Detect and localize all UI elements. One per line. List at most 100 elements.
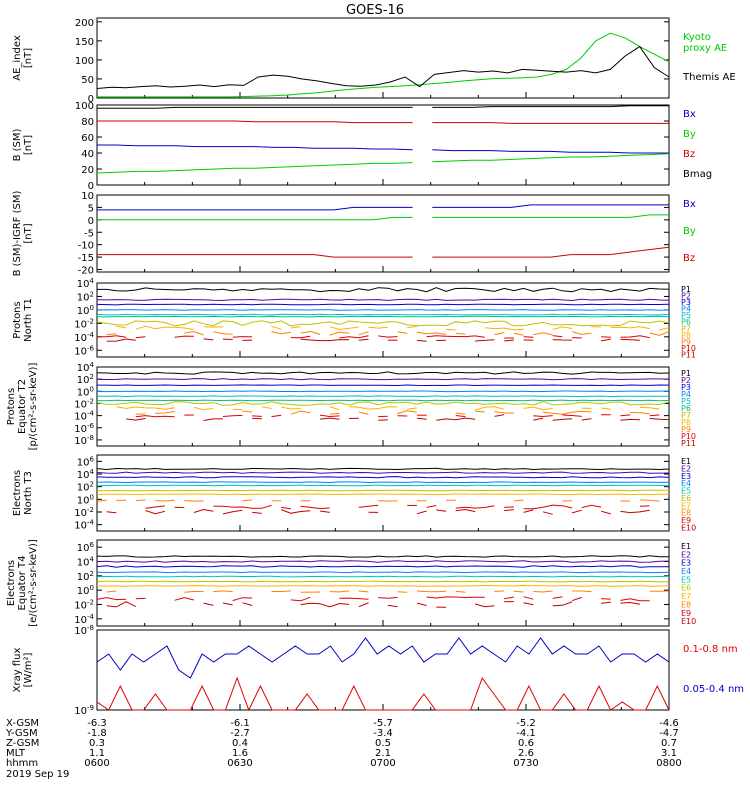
y-tick-label: 102 xyxy=(77,373,94,386)
legend-entry-e1: E1 xyxy=(681,457,691,466)
footer-value: 0700 xyxy=(370,758,395,769)
channel-line-p4 xyxy=(96,309,670,311)
footer-value: 0730 xyxy=(513,758,538,769)
legend-entry-e7: E7 xyxy=(681,501,691,510)
y-tick-label: 106 xyxy=(77,455,95,468)
footer-row-label: X-GSM xyxy=(6,718,39,729)
y-tick-label: 60 xyxy=(81,133,94,144)
footer-value: -4.6 xyxy=(659,718,679,729)
legend-entry-p8: P8 xyxy=(681,418,691,427)
y-tick-label: 100 xyxy=(77,584,94,597)
channel-line-e10 xyxy=(107,602,669,608)
channel-line-e2 xyxy=(96,560,670,563)
y-tick-label: 100 xyxy=(77,493,94,506)
channel-line-e1 xyxy=(96,467,670,471)
y-tick-label-exp: 4 xyxy=(90,556,95,564)
footer-value: -6.1 xyxy=(230,718,250,729)
footer-value: -5.2 xyxy=(516,718,536,729)
channel-line-p2 xyxy=(96,298,670,302)
y-tick-label: 10 xyxy=(81,191,94,202)
channel-line-p8 xyxy=(116,325,670,331)
y-tick-label-exp: -4 xyxy=(87,519,95,527)
legend-entry: By xyxy=(683,129,696,140)
y-tick-label-exp: -4 xyxy=(87,613,95,621)
series-line-0-05-0-4-nm xyxy=(96,637,670,679)
channel-line-e8 xyxy=(106,590,670,593)
legend-entry-line: Kyoto xyxy=(683,32,711,43)
y-axis-label-line: [p/(cm²-s-sr-keV)] xyxy=(28,363,39,451)
y-tick-label-exp: 4 xyxy=(90,277,95,285)
y-tick-label: 10-2 xyxy=(74,397,94,410)
y-axis-label: B (SM)-IGRF (SM)[nT] xyxy=(12,191,34,277)
legend-entry-p5: P5 xyxy=(681,397,691,406)
y-axis-label-line: North T3 xyxy=(23,471,34,515)
footer-value: -4.7 xyxy=(659,728,679,739)
channel-line-p3 xyxy=(96,303,670,306)
channel-line-e2 xyxy=(96,471,670,474)
legend-entry-line: 0.05-0.4 nm xyxy=(683,684,744,695)
y-tick-label: -5 xyxy=(84,228,94,239)
legend-entry-e8: E8 xyxy=(681,600,691,609)
y-axis-label-line: Equator T4 xyxy=(17,556,28,611)
channel-line-e8 xyxy=(97,500,669,501)
channel-line-e1 xyxy=(96,555,669,558)
y-tick-label-exp: -6 xyxy=(87,422,95,430)
legend-entry: Themis AE xyxy=(682,72,736,83)
y-tick-label-exp: 2 xyxy=(90,570,94,578)
legend-entry-p9: P9 xyxy=(681,337,691,346)
y-tick-label: -15 xyxy=(78,253,94,264)
y-tick-label: -10 xyxy=(78,241,94,252)
y-tick-label-exp: -9 xyxy=(87,704,94,712)
legend-entry-p11: P11 xyxy=(681,439,696,448)
channel-line-p1 xyxy=(97,287,670,293)
y-axis-label: B (SM)[nT] xyxy=(12,128,34,161)
legend-entry-line: Bmag xyxy=(683,169,712,180)
y-tick-label: 100 xyxy=(77,385,94,398)
y-tick-label: 104 xyxy=(77,556,95,569)
legend-entry-p6: P6 xyxy=(681,318,691,327)
channel-line-p6 xyxy=(96,315,670,318)
series-line-kyoto xyxy=(97,32,670,98)
legend-entry-p4: P4 xyxy=(681,305,691,314)
legend-entry-line: Bz xyxy=(683,149,695,160)
y-tick-label: 200 xyxy=(75,18,94,29)
legend-entry-p11: P11 xyxy=(681,350,696,359)
series-line-bmag xyxy=(97,105,669,109)
legend-entry: Bz xyxy=(683,149,695,160)
series-line-bz xyxy=(97,246,670,258)
legend-entry-p2: P2 xyxy=(681,292,691,301)
legend-entry-e10: E10 xyxy=(681,617,696,626)
panel-1: 200 150 100 50 0 AE_index[nT] Kyoto proxy AE The… xyxy=(12,17,736,105)
y-tick-label-exp: 0 xyxy=(90,304,94,312)
footer-value: 1.6 xyxy=(232,748,248,759)
channel-line-e7 xyxy=(96,584,670,587)
legend-entry-p8: P8 xyxy=(681,331,691,340)
chart-title: GOES-16 xyxy=(346,3,404,18)
channel-line-e6 xyxy=(96,580,670,583)
y-tick-label: 50 xyxy=(81,75,94,86)
y-tick-label-exp: -2 xyxy=(87,397,94,405)
footer-value: 0630 xyxy=(227,758,252,769)
legend-entry-line: Themis AE xyxy=(682,72,736,83)
channel-line-p8 xyxy=(116,407,669,411)
y-tick-label-exp: -8 xyxy=(87,434,94,442)
y-tick-label: 102 xyxy=(77,481,94,494)
legend-entry-p1: P1 xyxy=(681,285,691,294)
channel-line-e4 xyxy=(96,481,670,484)
y-tick-label-exp: -8 xyxy=(87,624,94,632)
channel-line-p5 xyxy=(96,395,669,398)
channel-line-p6 xyxy=(96,399,670,402)
footer-value: -6.3 xyxy=(87,718,107,729)
channel-line-p5 xyxy=(96,313,670,316)
legend-entry-p5: P5 xyxy=(681,311,691,320)
panel-8: 10-8 10-9 Xray flux[W/m²] 0.1-0.8 nm 0.05-0.… xyxy=(12,624,744,717)
footer-value: 3.1 xyxy=(661,748,677,759)
legend-entry: 0.05-0.4 nm xyxy=(683,684,744,695)
legend-entry-p10: P10 xyxy=(681,344,696,353)
channel-line-p7 xyxy=(96,401,670,406)
channel-line-e10 xyxy=(107,510,669,515)
panel-frame xyxy=(96,539,670,627)
legend-entry-line: By xyxy=(683,129,696,140)
y-tick-label: 40 xyxy=(81,149,94,160)
